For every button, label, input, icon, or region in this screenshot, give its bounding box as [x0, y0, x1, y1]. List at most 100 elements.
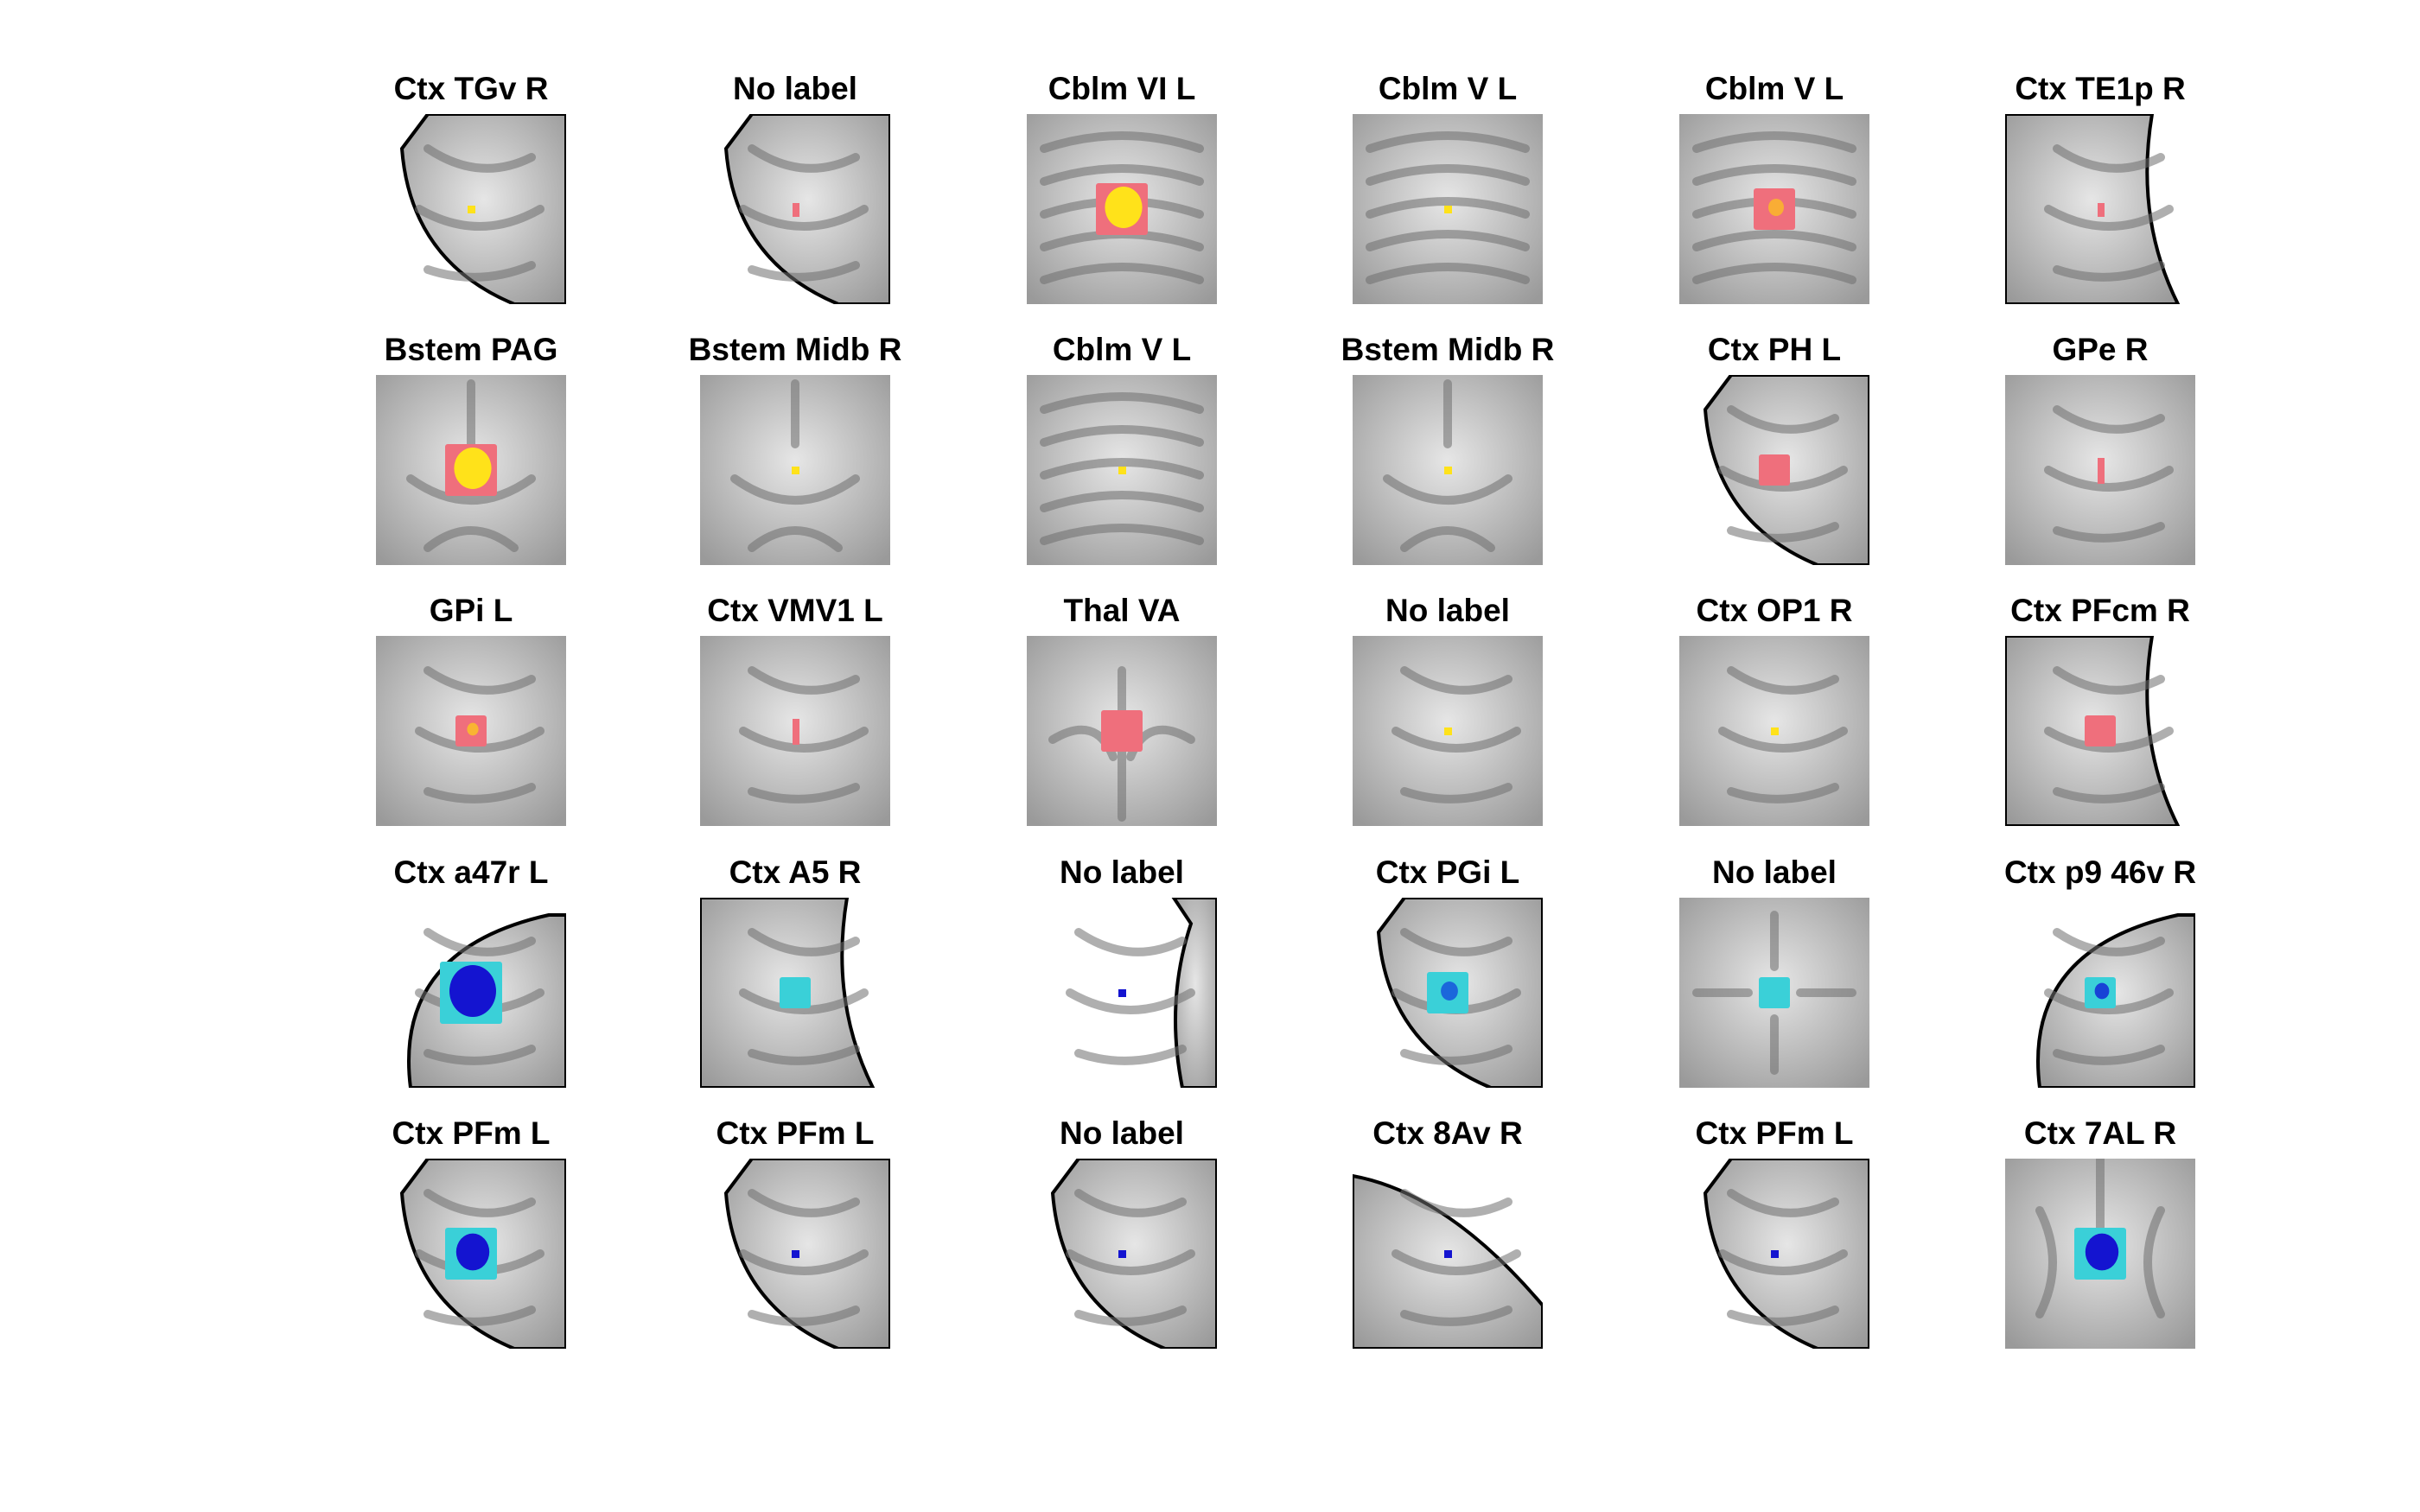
- activation-cluster: [792, 467, 799, 474]
- activation-cluster: [1771, 1250, 1779, 1258]
- brain-slice-image: [1353, 114, 1543, 304]
- slice-panel: Ctx PGi L: [1292, 851, 1603, 1102]
- activation-cluster: [1101, 710, 1143, 752]
- panel-label: Ctx TGv R: [393, 71, 549, 106]
- brain-slice-image: [376, 636, 566, 826]
- activation-cluster: [792, 1250, 799, 1258]
- brain-slice-image: [1027, 636, 1217, 826]
- slice-panel: Cblm VI L: [966, 67, 1277, 318]
- panel-label: Bstem PAG: [384, 332, 558, 367]
- slice-panel: Cblm V L: [1619, 67, 1930, 318]
- activation-cluster: [1096, 183, 1148, 235]
- slice-panel: No label: [640, 67, 951, 318]
- activation-cluster: [793, 203, 799, 217]
- activation-cluster: [1444, 467, 1452, 474]
- brain-slice-image: [2005, 1159, 2195, 1349]
- panel-label: GPe R: [2052, 332, 2149, 367]
- slice-panel: Ctx 8Av R: [1292, 1112, 1603, 1363]
- brain-slice-image: [2005, 636, 2195, 826]
- slice-panel: Ctx PH L: [1619, 328, 1930, 579]
- brain-slice-image: [1027, 114, 1217, 304]
- slice-panel: Ctx OP1 R: [1619, 589, 1930, 840]
- slice-panel: GPi L: [315, 589, 627, 840]
- brain-slice-image: [1027, 1159, 1217, 1349]
- panel-label: Ctx a47r L: [393, 854, 549, 890]
- slice-panel: Ctx PFm L: [1619, 1112, 1930, 1363]
- brain-slice-image: [1353, 375, 1543, 565]
- slice-panel: Ctx p9 46v R: [1945, 851, 2256, 1102]
- activation-cluster: [1118, 467, 1126, 474]
- slice-panel: Bstem PAG: [315, 328, 627, 579]
- slice-panel: Ctx PFm L: [640, 1112, 951, 1363]
- slice-panel: Ctx PFm L: [315, 1112, 627, 1363]
- activation-cluster: [1118, 1250, 1126, 1258]
- activation-cluster: [2098, 203, 2105, 217]
- panel-label: Ctx PH L: [1707, 332, 1842, 367]
- brain-slice-image: [700, 1159, 890, 1349]
- brain-slice-image: [1679, 375, 1869, 565]
- panel-label: Ctx PFm L: [392, 1115, 551, 1151]
- activation-cluster: [1754, 188, 1795, 230]
- slice-panel: No label: [966, 851, 1277, 1102]
- brain-slice-image: [700, 636, 890, 826]
- panel-label: Bstem Midb R: [688, 332, 902, 367]
- slice-panel: No label: [1292, 589, 1603, 840]
- panel-label: Ctx TE1p R: [2015, 71, 2186, 106]
- slice-panel: Cblm V L: [966, 328, 1277, 579]
- slice-panel: Thal VA: [966, 589, 1277, 840]
- brain-slice-image: [1679, 114, 1869, 304]
- activation-cluster: [1759, 454, 1790, 486]
- brain-slice-image: [376, 1159, 566, 1349]
- brain-slice-image: [1679, 898, 1869, 1088]
- slice-panel: Ctx PFcm R: [1945, 589, 2256, 840]
- brain-slice-image: [376, 114, 566, 304]
- panel-label: Ctx p9 46v R: [2003, 854, 2197, 890]
- panel-label: Ctx A5 R: [729, 854, 862, 890]
- activation-cluster: [780, 977, 811, 1008]
- brain-slice-image: [376, 898, 566, 1088]
- panel-label: Cblm V L: [1704, 71, 1844, 106]
- slice-panel: Ctx A5 R: [640, 851, 951, 1102]
- activation-cluster: [2074, 1228, 2126, 1280]
- activation-cluster: [2085, 977, 2116, 1008]
- activation-cluster: [455, 715, 487, 746]
- activation-cluster: [1118, 989, 1126, 997]
- panel-label: Ctx PFm L: [716, 1115, 875, 1151]
- brain-slice-image: [1353, 636, 1543, 826]
- panel-label: No label: [1060, 854, 1184, 890]
- brain-slice-image: [1027, 375, 1217, 565]
- activation-cluster: [2085, 715, 2116, 746]
- panel-label: No label: [1060, 1115, 1184, 1151]
- panel-label: Cblm VI L: [1048, 71, 1196, 106]
- activation-cluster: [1771, 727, 1779, 735]
- activation-cluster: [1427, 972, 1468, 1013]
- brain-slice-image: [376, 375, 566, 565]
- activation-cluster: [445, 1228, 497, 1280]
- activation-cluster: [2098, 458, 2105, 484]
- slice-panel: Ctx TGv R: [315, 67, 627, 318]
- panel-label: Cblm V L: [1378, 71, 1518, 106]
- panel-label: Ctx PFm L: [1695, 1115, 1854, 1151]
- panel-label: Ctx PFcm R: [2010, 593, 2190, 628]
- brain-slice-image: [2005, 375, 2195, 565]
- activation-cluster: [440, 962, 502, 1024]
- brain-slice-image: [1353, 898, 1543, 1088]
- panel-label: No label: [1385, 593, 1510, 628]
- brain-slice-image: [1679, 636, 1869, 826]
- panel-label: Thal VA: [1063, 593, 1181, 628]
- slice-panel: Ctx VMV1 L: [640, 589, 951, 840]
- brain-slice-image: [2005, 898, 2195, 1088]
- activation-cluster: [445, 444, 497, 496]
- slice-panel: No label: [1619, 851, 1930, 1102]
- activation-cluster: [793, 719, 799, 745]
- panel-label: No label: [1712, 854, 1837, 890]
- brain-slice-image: [700, 114, 890, 304]
- slice-panel: Ctx 7AL R: [1945, 1112, 2256, 1363]
- slice-panel: Bstem Midb R: [640, 328, 951, 579]
- panel-label: Ctx OP1 R: [1696, 593, 1853, 628]
- activation-cluster: [1444, 727, 1452, 735]
- slice-panel: Ctx TE1p R: [1945, 67, 2256, 318]
- slice-panel: Ctx a47r L: [315, 851, 627, 1102]
- panel-label: No label: [733, 71, 857, 106]
